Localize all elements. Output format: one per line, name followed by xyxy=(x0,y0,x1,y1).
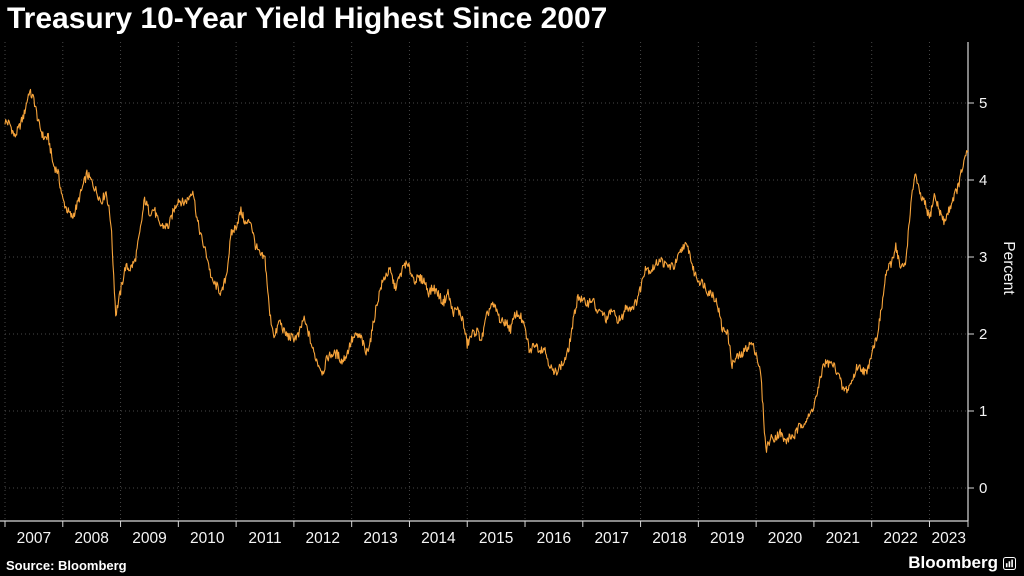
svg-text:2020: 2020 xyxy=(768,530,803,547)
svg-text:3: 3 xyxy=(979,249,987,266)
svg-text:1: 1 xyxy=(979,403,987,420)
svg-text:2019: 2019 xyxy=(710,530,744,547)
bloomberg-logo: Bloomberg xyxy=(908,553,1016,573)
svg-text:2021: 2021 xyxy=(826,530,860,547)
svg-text:2018: 2018 xyxy=(652,530,686,547)
svg-text:2008: 2008 xyxy=(74,530,108,547)
svg-text:2017: 2017 xyxy=(594,530,628,547)
source-label: Source: Bloomberg xyxy=(6,558,127,573)
svg-text:2010: 2010 xyxy=(190,530,225,547)
svg-text:2023: 2023 xyxy=(931,530,965,547)
bloomberg-wordmark: Bloomberg xyxy=(908,553,998,572)
terminal-bars-icon xyxy=(1003,556,1016,570)
svg-text:2012: 2012 xyxy=(306,530,340,547)
svg-text:Percent: Percent xyxy=(1000,241,1017,295)
chart-footer: Source: Bloomberg Bloomberg xyxy=(0,549,1024,576)
svg-text:4: 4 xyxy=(979,172,987,189)
svg-text:2022: 2022 xyxy=(883,530,917,547)
svg-text:2: 2 xyxy=(979,326,987,343)
svg-text:2013: 2013 xyxy=(363,530,397,547)
chart-title: Treasury 10-Year Yield Highest Since 200… xyxy=(7,2,608,35)
svg-text:2009: 2009 xyxy=(132,530,166,547)
svg-text:2016: 2016 xyxy=(537,530,571,547)
svg-text:0: 0 xyxy=(979,480,987,497)
svg-text:2015: 2015 xyxy=(479,530,513,547)
svg-text:2014: 2014 xyxy=(421,530,456,547)
svg-text:5: 5 xyxy=(979,95,987,112)
svg-text:2007: 2007 xyxy=(17,530,51,547)
svg-text:2011: 2011 xyxy=(248,530,281,547)
